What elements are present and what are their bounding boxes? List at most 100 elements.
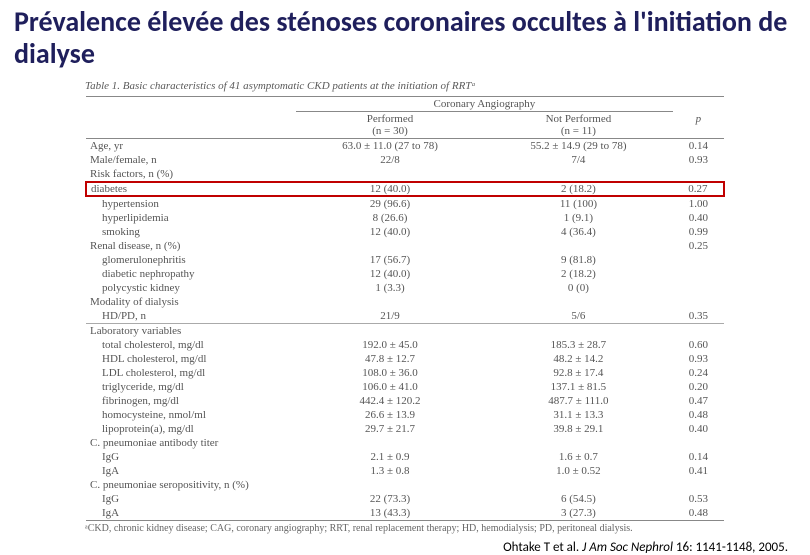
cell-not-performed: 55.2 ± 14.9 (29 to 78): [484, 139, 673, 154]
cell-not-performed: 0 (0): [484, 281, 673, 295]
cell-p: 0.41: [673, 464, 724, 478]
cell-not-performed: 6 (54.5): [484, 492, 673, 506]
cell-performed: 1.3 ± 0.8: [296, 464, 484, 478]
cell-p: [673, 167, 724, 182]
cell-not-performed: 185.3 ± 28.7: [484, 338, 673, 352]
row-label: Laboratory variables: [86, 324, 296, 339]
cell-not-performed: 5/6: [484, 309, 673, 324]
cell-performed: 29.7 ± 21.7: [296, 422, 484, 436]
cell-performed: 442.4 ± 120.2: [296, 394, 484, 408]
table-container: Table 1. Basic characteristics of 41 asy…: [85, 80, 725, 534]
cell-p: 0.60: [673, 338, 724, 352]
cell-not-performed: 4 (36.4): [484, 225, 673, 239]
cell-p: 0.99: [673, 225, 724, 239]
row-label: fibrinogen, mg/dl: [86, 394, 296, 408]
cell-not-performed: 7/4: [484, 153, 673, 167]
cell-p: [673, 324, 724, 339]
cell-not-performed: [484, 478, 673, 492]
cell-not-performed: [484, 295, 673, 309]
cell-p: 0.48: [673, 506, 724, 521]
cell-performed: [296, 324, 484, 339]
row-label: IgA: [86, 464, 296, 478]
cell-not-performed: 11 (100): [484, 196, 673, 211]
cell-performed: 106.0 ± 41.0: [296, 380, 484, 394]
cell-performed: 108.0 ± 36.0: [296, 366, 484, 380]
cell-performed: 22/8: [296, 153, 484, 167]
cell-p: 0.40: [673, 422, 724, 436]
table-row: diabetes12 (40.0)2 (18.2)0.27: [86, 182, 724, 196]
row-label: C. pneumoniae seropositivity, n (%): [86, 478, 296, 492]
table-row: C. pneumoniae seropositivity, n (%): [86, 478, 724, 492]
cell-not-performed: 1.6 ± 0.7: [484, 450, 673, 464]
row-label: Male/female, n: [86, 153, 296, 167]
table-row: HD/PD, n21/95/60.35: [86, 309, 724, 324]
col-header-p: p: [673, 112, 724, 139]
cell-performed: 26.6 ± 13.9: [296, 408, 484, 422]
cell-not-performed: 39.8 ± 29.1: [484, 422, 673, 436]
cell-not-performed: 137.1 ± 81.5: [484, 380, 673, 394]
cell-p: [673, 436, 724, 450]
cell-performed: [296, 295, 484, 309]
table-row: IgG22 (73.3)6 (54.5)0.53: [86, 492, 724, 506]
col-header-not-performed: Not Performed (n = 11): [484, 112, 673, 139]
cell-not-performed: [484, 239, 673, 253]
row-label: smoking: [86, 225, 296, 239]
row-label: glomerulonephritis: [86, 253, 296, 267]
cell-performed: [296, 478, 484, 492]
cell-not-performed: 92.8 ± 17.4: [484, 366, 673, 380]
row-label: diabetes: [86, 182, 296, 196]
table-row: Male/female, n22/87/40.93: [86, 153, 724, 167]
cell-performed: 1 (3.3): [296, 281, 484, 295]
citation-ref: 16: 1141-1148, 2005.: [676, 540, 788, 555]
row-label: triglyceride, mg/dl: [86, 380, 296, 394]
table-row: IgA13 (43.3)3 (27.3)0.48: [86, 506, 724, 521]
table-row: hyperlipidemia8 (26.6)1 (9.1)0.40: [86, 211, 724, 225]
header-group: Coronary Angiography: [296, 97, 673, 112]
row-label: IgG: [86, 450, 296, 464]
cell-p: [673, 253, 724, 267]
row-label: Risk factors, n (%): [86, 167, 296, 182]
table-row: Age, yr63.0 ± 11.0 (27 to 78)55.2 ± 14.9…: [86, 139, 724, 154]
cell-p: [673, 295, 724, 309]
cell-performed: [296, 239, 484, 253]
cell-performed: 17 (56.7): [296, 253, 484, 267]
row-label: total cholesterol, mg/dl: [86, 338, 296, 352]
table-row: glomerulonephritis17 (56.7)9 (81.8): [86, 253, 724, 267]
cell-performed: 2.1 ± 0.9: [296, 450, 484, 464]
row-label: Modality of dialysis: [86, 295, 296, 309]
table-row: lipoprotein(a), mg/dl29.7 ± 21.739.8 ± 2…: [86, 422, 724, 436]
cell-not-performed: 31.1 ± 13.3: [484, 408, 673, 422]
citation-journal: J Am Soc Nephrol: [582, 540, 673, 555]
cell-not-performed: [484, 167, 673, 182]
cell-not-performed: [484, 324, 673, 339]
row-label: HD/PD, n: [86, 309, 296, 324]
cell-p: 0.27: [673, 182, 724, 196]
cell-not-performed: 9 (81.8): [484, 253, 673, 267]
row-label: LDL cholesterol, mg/dl: [86, 366, 296, 380]
cell-p: 0.25: [673, 239, 724, 253]
table-row: Modality of dialysis: [86, 295, 724, 309]
cell-not-performed: 2 (18.2): [484, 267, 673, 281]
citation: Ohtake T et al. J Am Soc Nephrol 16: 114…: [0, 534, 810, 555]
row-label: diabetic nephropathy: [86, 267, 296, 281]
table-row: Risk factors, n (%): [86, 167, 724, 182]
cell-p: 0.24: [673, 366, 724, 380]
cell-performed: 22 (73.3): [296, 492, 484, 506]
table-row: Renal disease, n (%)0.25: [86, 239, 724, 253]
row-label: lipoprotein(a), mg/dl: [86, 422, 296, 436]
cell-p: 0.48: [673, 408, 724, 422]
row-label: hypertension: [86, 196, 296, 211]
table-row: LDL cholesterol, mg/dl108.0 ± 36.092.8 ±…: [86, 366, 724, 380]
row-label: IgG: [86, 492, 296, 506]
cell-performed: 13 (43.3): [296, 506, 484, 521]
row-label: polycystic kidney: [86, 281, 296, 295]
cell-p: 0.93: [673, 352, 724, 366]
cell-not-performed: 487.7 ± 111.0: [484, 394, 673, 408]
cell-performed: 12 (40.0): [296, 267, 484, 281]
table-row: IgG2.1 ± 0.91.6 ± 0.70.14: [86, 450, 724, 464]
data-table: Coronary Angiography Performed (n = 30) …: [85, 96, 725, 521]
table-row: fibrinogen, mg/dl442.4 ± 120.2487.7 ± 11…: [86, 394, 724, 408]
cell-not-performed: 1.0 ± 0.52: [484, 464, 673, 478]
cell-performed: 63.0 ± 11.0 (27 to 78): [296, 139, 484, 154]
cell-p: 0.47: [673, 394, 724, 408]
